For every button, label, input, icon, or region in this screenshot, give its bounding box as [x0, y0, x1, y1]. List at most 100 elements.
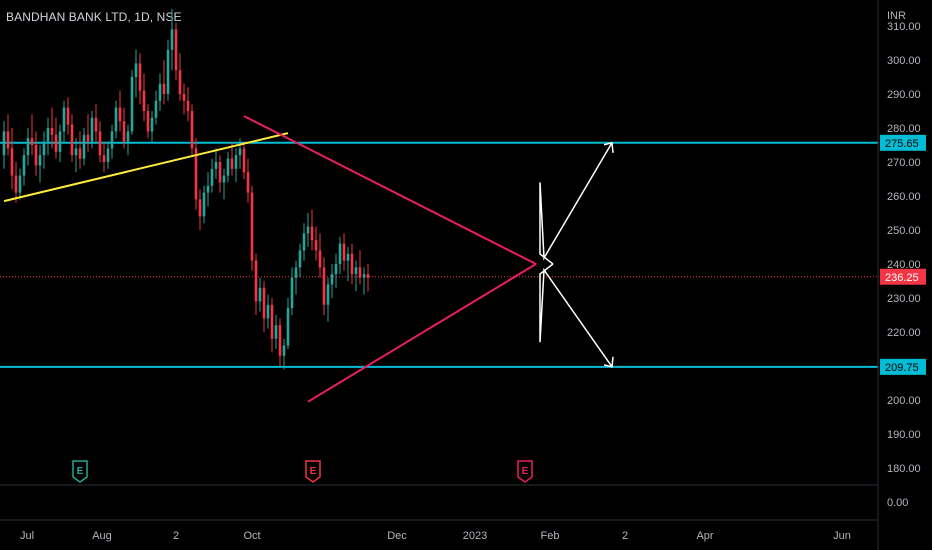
candle-body [26, 138, 30, 156]
candle-body [2, 131, 6, 156]
candle-body [206, 185, 210, 193]
y-tick-label: 310.00 [887, 21, 921, 33]
candle-body [366, 274, 370, 278]
level-price-tag-0 [880, 134, 926, 151]
candle-body [202, 192, 206, 217]
x-tick-label: Oct [243, 530, 260, 542]
y-tick-label: 260.00 [887, 191, 921, 203]
y-tick-label: 280.00 [887, 123, 921, 135]
projection-arrow-down[interactable] [539, 263, 613, 368]
candle-body [154, 100, 158, 118]
candle-body [162, 83, 166, 94]
earnings-marker-icon[interactable] [517, 460, 533, 483]
candle-body [14, 175, 18, 193]
candle-body [126, 131, 130, 142]
earnings-marker-label: E [77, 466, 84, 477]
candle-body [150, 117, 154, 132]
earnings-marker-icon[interactable] [305, 460, 321, 483]
candle-body [138, 63, 142, 91]
candle-body [198, 199, 202, 217]
candle-body [70, 124, 74, 156]
candle-body [110, 131, 114, 149]
earnings-marker-icon[interactable] [72, 460, 88, 483]
candle-body [50, 128, 54, 135]
candle-body [118, 107, 122, 122]
y-tick-label: 250.00 [887, 225, 921, 237]
projection-arrow-up[interactable] [539, 142, 613, 265]
candle-body [134, 63, 138, 77]
candle-body [290, 277, 294, 309]
y-tick-label: 180.00 [887, 463, 921, 475]
candle-body [186, 100, 190, 111]
candle-body [342, 243, 346, 261]
candle-body [298, 250, 302, 268]
y-tick-label: 200.00 [887, 395, 921, 407]
candle-body [226, 158, 230, 176]
candle-body [278, 325, 282, 356]
candle-body [94, 117, 98, 132]
candle-body [190, 111, 194, 149]
candle-body [266, 304, 270, 319]
candle-body [106, 148, 110, 162]
candle-body [274, 325, 278, 339]
level-price-tag-text-1: 209.75 [885, 362, 919, 374]
level-price-tag-1 [880, 358, 926, 375]
candle-body [222, 175, 226, 183]
candle-body [74, 148, 78, 156]
candle-body [10, 148, 14, 176]
candle-body [354, 267, 358, 275]
candle-body [174, 29, 178, 71]
trendline-1[interactable] [243, 115, 537, 265]
candle-body [286, 308, 290, 346]
candle-body [362, 274, 366, 278]
trendline-0[interactable] [3, 132, 289, 203]
y-tick-label: 190.00 [887, 429, 921, 441]
y-tick-label: 230.00 [887, 293, 921, 305]
candle-body [178, 70, 182, 94]
candle-body [210, 168, 214, 186]
candle-body [78, 148, 82, 159]
candle-body [306, 226, 310, 234]
candle-body [350, 253, 354, 275]
candle-body [238, 148, 242, 156]
candle-body [214, 162, 218, 169]
candle-body [346, 253, 350, 261]
x-tick-label: Aug [92, 530, 112, 542]
x-tick-label: Dec [387, 530, 407, 542]
trendline-2[interactable] [307, 263, 537, 403]
candle-body [54, 134, 58, 152]
volume-tick-label: 0.00 [887, 497, 908, 509]
earnings-marker-label: E [310, 466, 317, 477]
candle-body [146, 111, 150, 132]
candle-body [282, 345, 286, 356]
candle-body [250, 192, 254, 261]
candle-body [42, 141, 46, 156]
x-tick-label: 2023 [463, 530, 487, 542]
candle-body [6, 131, 10, 149]
candle-body [218, 162, 222, 183]
candle-body [142, 90, 146, 111]
candle-body [38, 155, 42, 166]
candle-body [122, 121, 126, 142]
candle-body [246, 172, 250, 193]
arrowhead-down-icon [603, 356, 614, 368]
candle-body [194, 148, 198, 200]
candle-body [170, 29, 174, 50]
candle-body [30, 138, 34, 145]
x-tick-label: 2 [173, 530, 179, 542]
x-tick-label: Jul [20, 530, 34, 542]
candle-body [270, 304, 274, 339]
arrowhead-up-icon [603, 141, 614, 153]
candle-body [82, 134, 86, 159]
candle-body [338, 243, 342, 264]
candle-body [358, 267, 362, 278]
candle-body [34, 145, 38, 166]
candle-body [330, 274, 334, 285]
y-tick-label: 240.00 [887, 259, 921, 271]
candle-body [90, 117, 94, 142]
candle-body [62, 107, 66, 132]
candle-body [130, 77, 134, 132]
candle-body [86, 134, 90, 142]
candle-body [102, 155, 106, 162]
